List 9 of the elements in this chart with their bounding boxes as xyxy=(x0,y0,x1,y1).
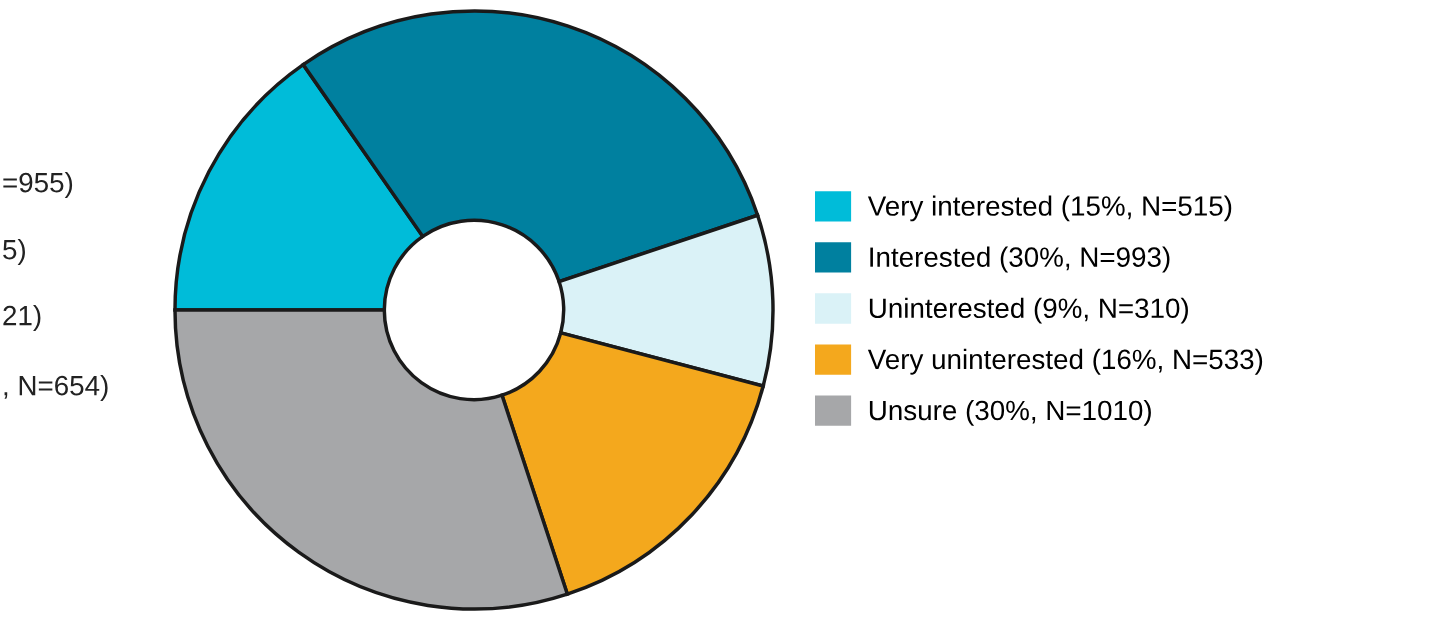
text: 5) xyxy=(3,239,25,265)
text: 21) xyxy=(3,305,41,331)
text: =955) xyxy=(3,172,73,198)
legend-label: Very interested (15%, N=515) xyxy=(867,195,1232,222)
legend-label: Uninterested (9%, N=310) xyxy=(869,297,1188,324)
text: , N=654) xyxy=(4,375,108,401)
legend-label: Interested (30%, N=993) xyxy=(870,246,1170,273)
legend-label: Unsure (30%, N=1010) xyxy=(869,399,1151,426)
legend-label: Very uninterested (16%, N=533) xyxy=(867,348,1263,375)
